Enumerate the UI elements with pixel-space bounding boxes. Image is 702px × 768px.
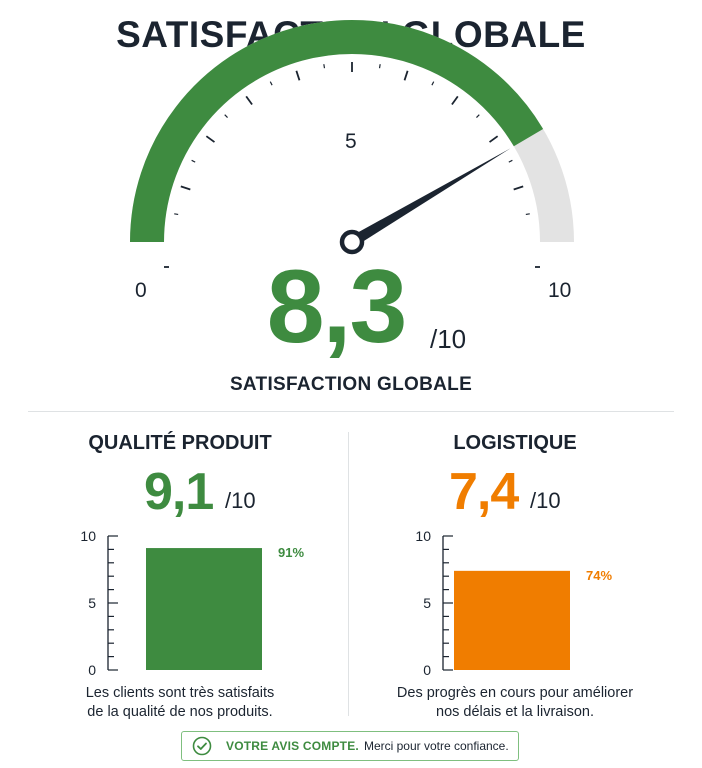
gauge-chart [130,20,574,268]
logistics-description-line-2: nos délais et la livraison. [436,704,594,720]
gauge-tick [295,70,301,81]
gauge-max-label: 10 [548,279,572,302]
gauge-mid-label: 5 [345,130,357,153]
y-tick-label: 0 [423,662,431,678]
gauge-tick [269,81,273,86]
gauge-tick [205,135,215,143]
y-tick-label: 5 [88,595,96,611]
quality-description-line-2: de la qualité de nos produits. [87,704,273,720]
y-tick-label: 0 [88,662,96,678]
gauge-tick [476,114,480,118]
bar [146,548,262,670]
quality-score: 9,1 [144,463,214,521]
gauge-tick [245,95,253,105]
check-circle-icon [192,736,212,756]
quality-panel: QUALITÉ PRODUIT 9,1 /10 10 5 0 91% Les clie… [30,432,330,722]
overall-caption: SATISFACTION GLOBALE [229,374,473,395]
bar [454,570,570,670]
overall-score-max: /10 [430,324,467,354]
gauge-tick [191,159,196,163]
gauge-hub [339,229,365,255]
gauge-tick [174,213,179,216]
quality-bar-chart: 10 5 0 91% [80,528,304,678]
gauge-tick [224,114,228,118]
quality-score-max: /10 [225,488,256,513]
feedback-banner-text: Merci pour votre confiance. [363,739,509,753]
overall-score: 8,3 [266,249,408,365]
logistics-score: 7,4 [449,463,519,521]
gauge-tick [403,70,409,81]
logistics-title: LOGISTIQUE [453,432,577,454]
gauge-tick [525,213,530,216]
gauge-tick [323,64,326,69]
gauge-tick [180,185,191,191]
feedback-banner-strong: VOTRE AVIS COMPTE. [226,739,359,753]
bar-data-label: 91% [278,545,304,560]
quality-description-line-1: Les clients sont très satisfaits [85,685,275,701]
gauge-tick [378,64,381,69]
y-tick-label: 10 [415,528,431,544]
gauge-tick [451,95,459,105]
feedback-banner: VOTRE AVIS COMPTE. Merci pour votre conf… [181,731,519,761]
gauge-needle [349,148,511,247]
gauge-tick [508,159,513,163]
vertical-divider [348,432,349,716]
gauge-tick [489,135,499,143]
bar-data-label: 74% [586,568,612,583]
logistics-score-max: /10 [530,488,561,513]
logistics-description-line-1: Des progrès en cours pour améliorer [396,685,634,701]
y-tick-label: 5 [423,595,431,611]
gauge-min-label: 0 [135,279,147,302]
gauge-tick [513,185,524,191]
gauge-value-arc [130,20,544,243]
horizontal-divider [28,411,674,412]
quality-title: QUALITÉ PRODUIT [88,432,272,454]
logistics-panel: LOGISTIQUE 7,4 /10 10 5 0 74% Des progrès e… [365,432,665,722]
y-tick-label: 10 [80,528,96,544]
quality-description: Les clients sont très satisfaits de la q… [30,684,330,722]
gauge-tick [431,81,435,86]
logistics-bar-chart: 10 5 0 74% [415,528,612,678]
logistics-description: Des progrès en cours pour améliorer nos … [365,684,665,722]
